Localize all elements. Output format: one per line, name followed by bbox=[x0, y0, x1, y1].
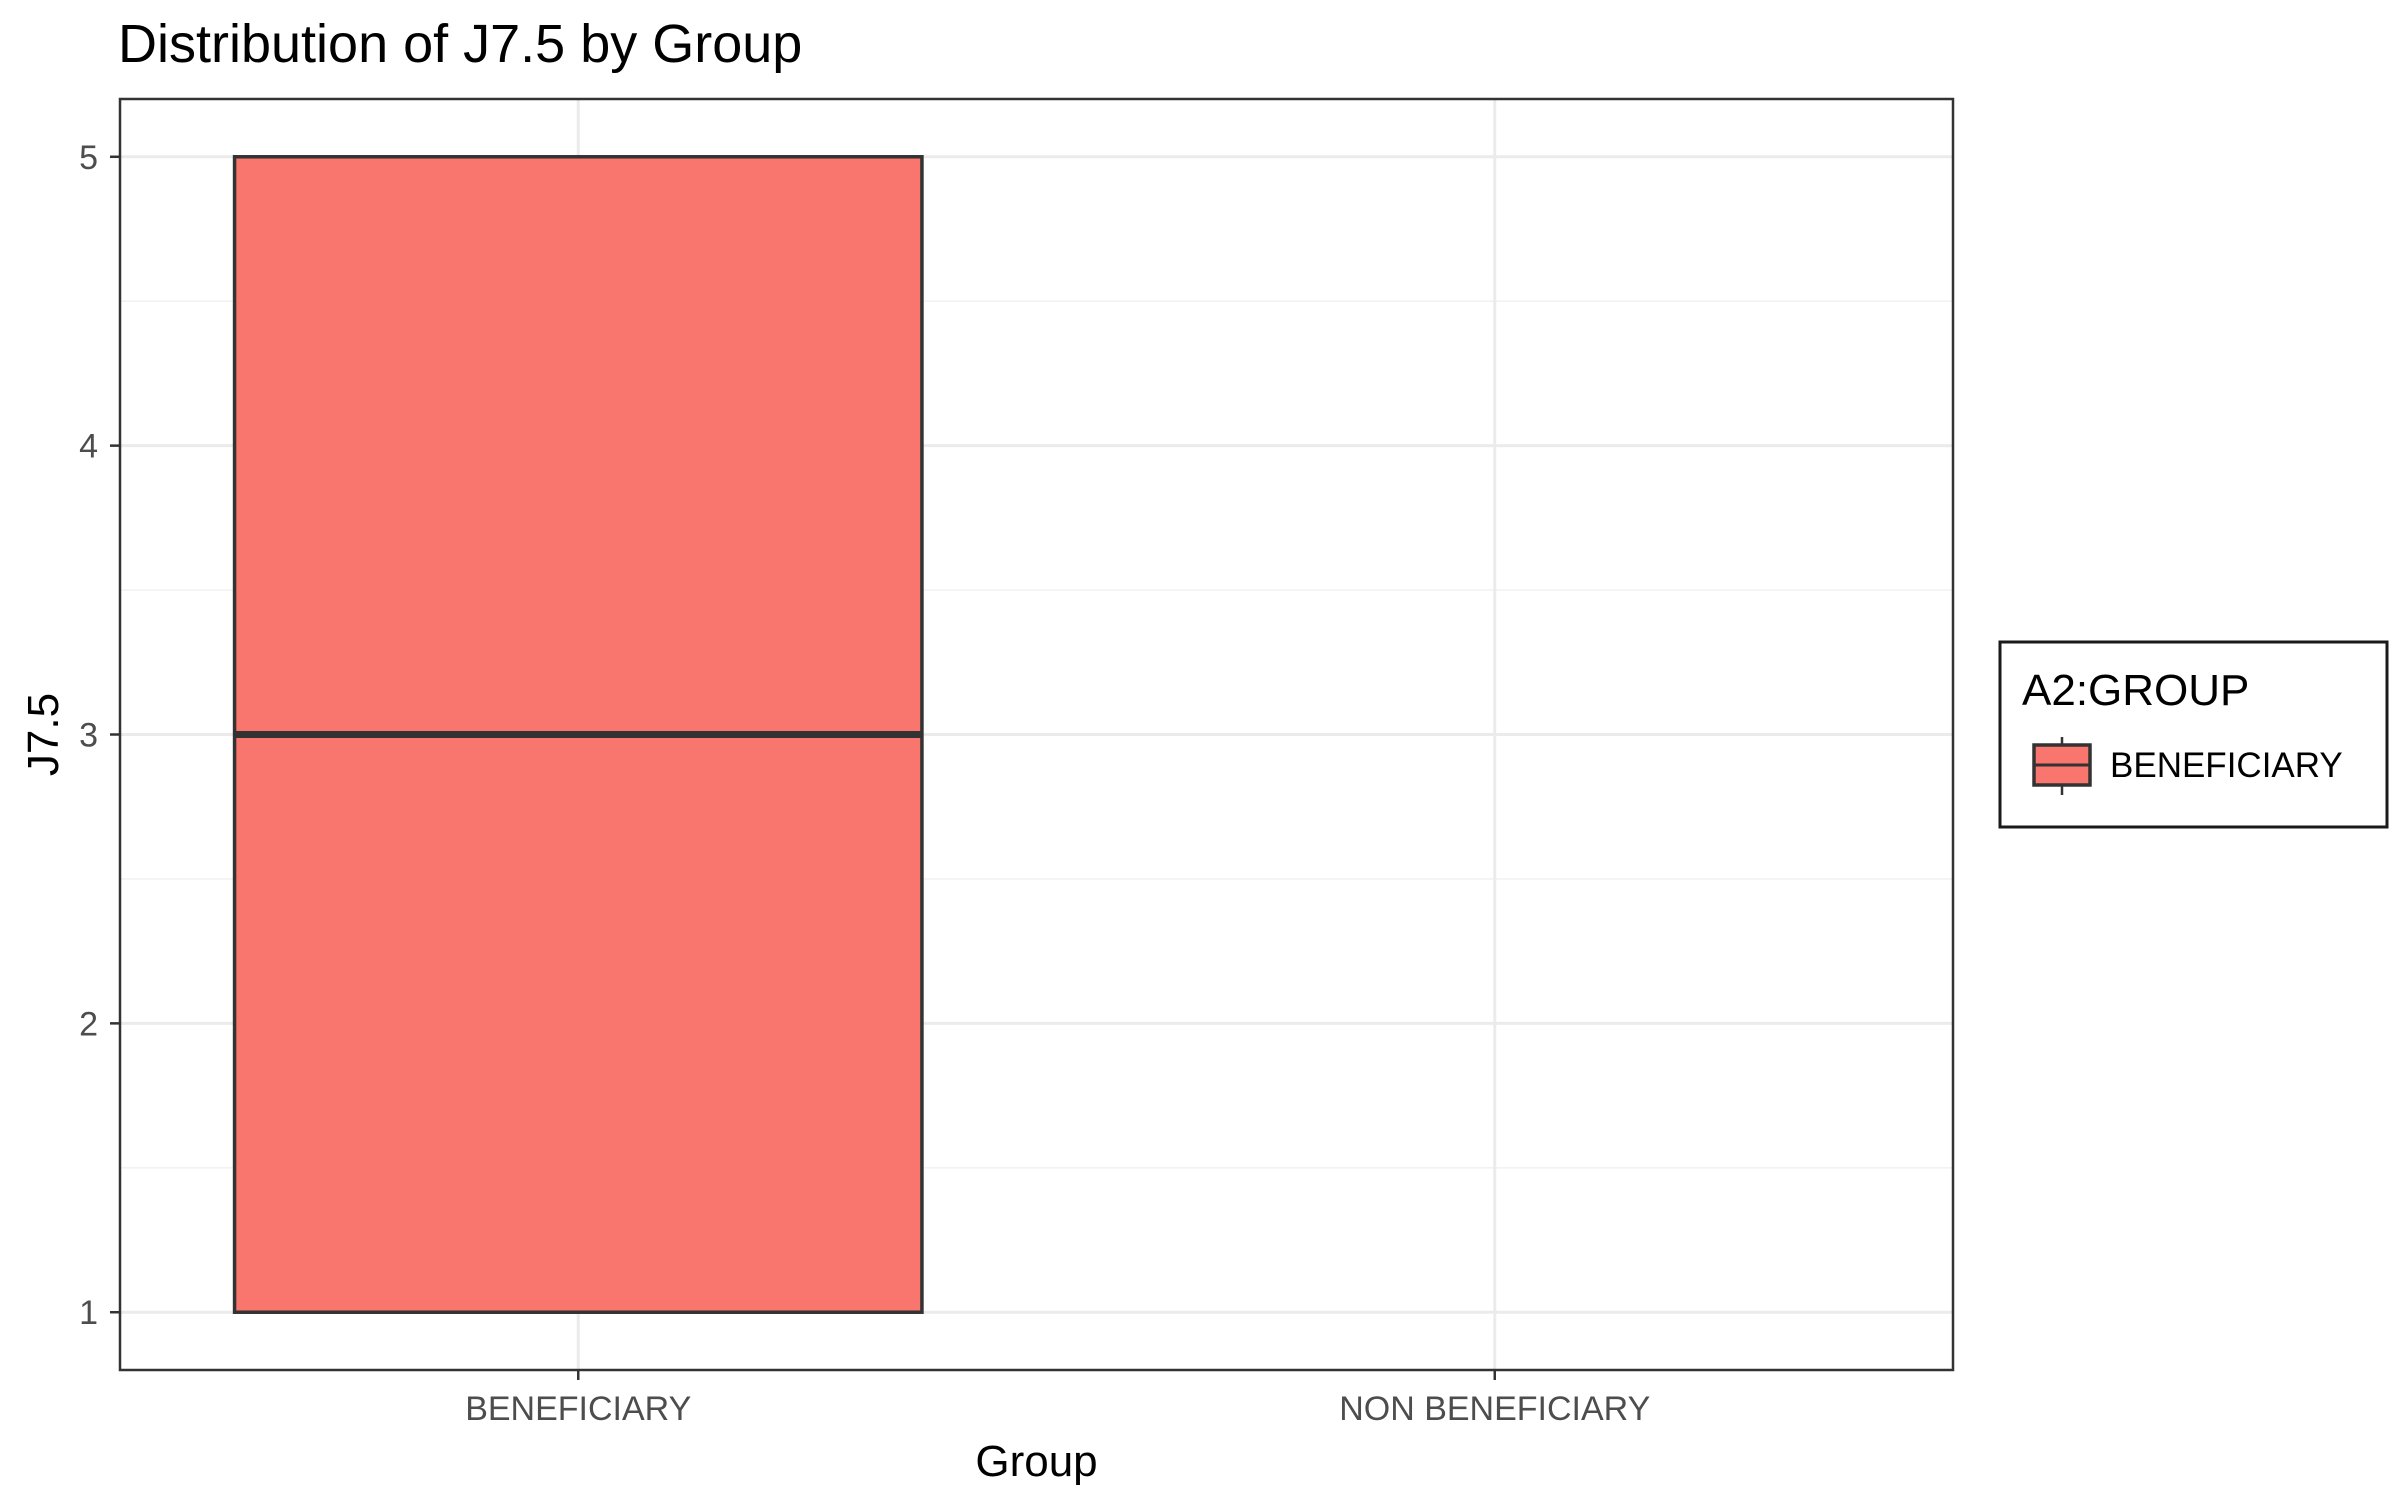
y-tick-label: 3 bbox=[79, 717, 98, 755]
legend-frame bbox=[1998, 640, 2389, 829]
y-tick-label: 4 bbox=[79, 428, 98, 466]
y-tick-label: 1 bbox=[79, 1294, 98, 1332]
x-tick-label: NON BENEFICIARY bbox=[1339, 1390, 1650, 1428]
x-axis-title: Group bbox=[975, 1437, 1097, 1486]
legend-title: A2:GROUP bbox=[2022, 666, 2249, 715]
x-axis: BENEFICIARY NON BENEFICIARY bbox=[465, 1370, 1650, 1428]
legend: A2:GROUP BENEFICIARY bbox=[1998, 640, 2389, 829]
y-tick-label: 2 bbox=[79, 1005, 98, 1043]
x-tick-label: BENEFICIARY bbox=[465, 1390, 691, 1428]
box-layer bbox=[232, 155, 924, 1314]
legend-label: BENEFICIARY bbox=[2110, 746, 2343, 785]
legend-entries: BENEFICIARY bbox=[2032, 737, 2343, 795]
y-axis-title: J7.5 bbox=[19, 693, 68, 776]
y-tick-label: 5 bbox=[79, 139, 98, 177]
y-axis: 1 2 3 4 5 bbox=[79, 139, 120, 1332]
chart-title: Distribution of J7.5 by Group bbox=[118, 14, 802, 74]
